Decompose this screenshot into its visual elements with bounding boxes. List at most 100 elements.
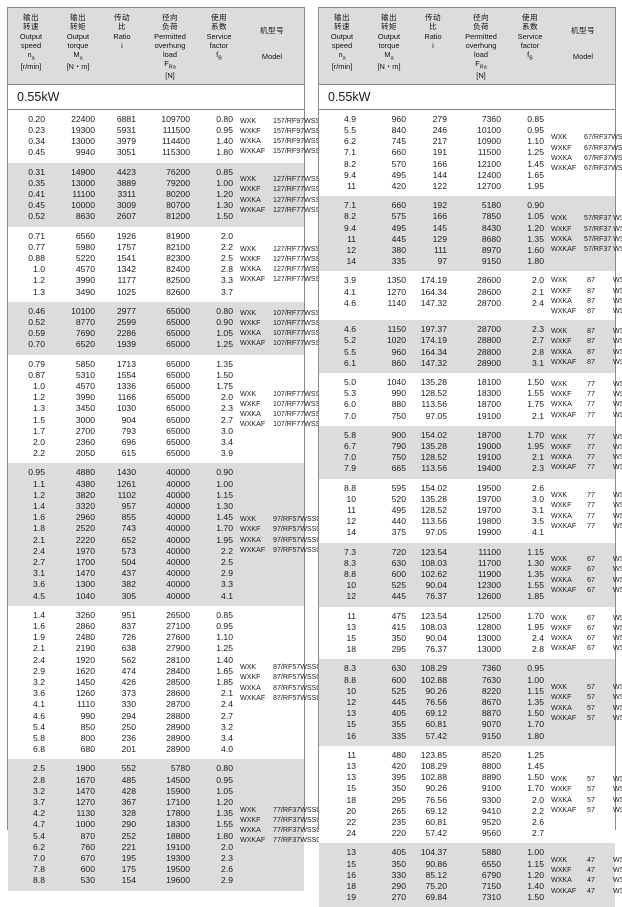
model-size: 77 bbox=[587, 511, 595, 520]
model-prefix: WXKAF bbox=[551, 244, 577, 253]
cell: 696 bbox=[121, 436, 136, 447]
cell: 660 bbox=[391, 147, 406, 158]
header-cell-service-factor: 使用 系数 Service factor fB bbox=[517, 13, 543, 62]
model-row: WXKA 107/RF77WSS0.55KW-4 bbox=[240, 409, 352, 419]
model-row: WXKA 67 WSS0.55KW-4 bbox=[551, 633, 622, 643]
cell: 147.32 bbox=[420, 297, 447, 308]
cell: 445 bbox=[391, 591, 406, 602]
model-prefix: WXKAF bbox=[551, 410, 577, 419]
model-prefix: WXKAF bbox=[551, 357, 577, 366]
cell: 1.25 bbox=[527, 749, 544, 760]
cell: 5.5 bbox=[344, 124, 356, 135]
model-column: WXK87WSS0.55KW-8WXKF87WSS0.55KW-8WXKA87W… bbox=[551, 275, 622, 316]
cell: 11 bbox=[347, 610, 356, 621]
model-row: WXK 87 WSS0.55KW-8 bbox=[551, 275, 622, 285]
model-code: 67/RF37WSS0.55KW-4 bbox=[584, 133, 622, 142]
cell: 3.7 bbox=[33, 797, 45, 808]
table-body-right: 4.9 5.5 6.2 7.1 8.2 9.4 11 960 840 745 660 570 495 42… bbox=[319, 109, 622, 907]
model-prefix: WXK bbox=[240, 175, 257, 184]
cell: 28600 bbox=[166, 688, 190, 699]
model-size: 47 bbox=[587, 866, 595, 875]
numeric-columns: 7.3 8.3 8.8 10 12 720 630 600 525 445 123.54 108.03… bbox=[319, 547, 551, 603]
column-output-torque: 660 575 495 445 380 335 bbox=[365, 200, 413, 267]
column-output-torque: 5850 5310 4570 3990 3450 3000 2700 2360 2050 bbox=[54, 359, 102, 460]
cell: 8.8 bbox=[344, 569, 356, 579]
cell: 2.2 bbox=[221, 545, 233, 556]
model-row: WXKAF 77 WSS0.55KW-4 bbox=[551, 521, 622, 531]
model-row: WXK 67 WSS0.55KW-4 bbox=[551, 613, 622, 623]
cell: 2.1 bbox=[532, 410, 544, 421]
cell: 1000 bbox=[75, 819, 95, 830]
model-row: WXK 47 WSS0.55KW-4 bbox=[551, 855, 622, 865]
model-code: 97/RF57WSS0.55KW-4 bbox=[273, 525, 348, 534]
header-cell-output-torque: 输出 转矩 Output torque Ma [N・m] bbox=[377, 13, 401, 71]
cell: 90.86 bbox=[425, 858, 447, 869]
cell: 615 bbox=[121, 448, 136, 459]
cell: 1150 bbox=[387, 324, 406, 335]
cell: 3.7 bbox=[221, 286, 233, 297]
cell: 22 bbox=[346, 817, 356, 828]
cell: 1450 bbox=[75, 677, 95, 688]
cell: 570 bbox=[391, 158, 406, 169]
model-code: 127/RF77WSS0.55KW-4 bbox=[273, 185, 352, 194]
cell: 3.1 bbox=[532, 504, 544, 515]
cell: 0.80 bbox=[216, 763, 233, 774]
spec-block: 4.6 5.2 5.5 6.1 1150 1020 960 860 197.37 174.19 16… bbox=[319, 320, 622, 373]
model-column: WXK 107/RF77WSS0.55KW-4 WXKF 107/RF77WSS0.5… bbox=[240, 359, 352, 460]
column-service-factor: 1.15 1.30 1.35 1.55 1.85 bbox=[509, 547, 551, 603]
cell: 1.35 bbox=[527, 233, 544, 244]
cell: 525 bbox=[391, 685, 406, 696]
model-row: WXKAF 67/RF37WSS0.55KW-4 bbox=[551, 163, 622, 173]
cell: 113.56 bbox=[421, 399, 447, 410]
cell: 123.54 bbox=[420, 546, 447, 557]
cell: 530 bbox=[80, 875, 95, 886]
cell: 65000 bbox=[166, 380, 190, 391]
cell: 1900 bbox=[75, 763, 95, 774]
model-prefix: WXKF bbox=[240, 126, 261, 135]
cell: 1.85 bbox=[216, 677, 233, 688]
model-code: WSS0.55KW-4 bbox=[613, 856, 622, 865]
cell: 10100 bbox=[71, 305, 95, 316]
spec-block: 3.9 4.1 4.6 1350 1270 1140 174.19 164.34 147.32 2… bbox=[319, 271, 622, 321]
header-cell-service-factor: 使用 系数 Service factor fB bbox=[206, 13, 232, 62]
column-permitted-overhung-load: 26500 27100 27600 27900 28100 28400 28500 28600… bbox=[142, 610, 198, 756]
cell: 108.29 bbox=[420, 761, 447, 772]
cell: 2.1 bbox=[532, 452, 544, 463]
model-prefix: WXKAF bbox=[551, 886, 577, 895]
cell: 6.2 bbox=[344, 136, 356, 147]
cell: 18700 bbox=[477, 399, 501, 410]
cell: 0.95 bbox=[527, 124, 544, 135]
header-cell-model: 机型号 Model bbox=[571, 26, 595, 62]
cell: 2480 bbox=[75, 632, 95, 643]
cell: 0.70 bbox=[28, 339, 45, 350]
cell: 1.80 bbox=[216, 830, 233, 841]
cell: 235 bbox=[391, 817, 406, 828]
cell: 2.0 bbox=[221, 841, 233, 852]
cell: 2.4 bbox=[221, 699, 233, 710]
column-service-factor: 1.50 1.55 1.75 2.1 bbox=[509, 377, 551, 422]
cell: 1.55 bbox=[527, 388, 544, 399]
cell: 1.00 bbox=[527, 847, 544, 858]
cell: 191 bbox=[432, 147, 447, 158]
model-prefix: WXKAF bbox=[240, 420, 266, 429]
column-permitted-overhung-load: 28700 28800 28800 28900 bbox=[453, 324, 509, 369]
cell: 750 bbox=[391, 452, 406, 463]
cell: 1020 bbox=[386, 335, 406, 346]
model-code: 107/RF77WSS0.55KW-4 bbox=[273, 318, 352, 327]
cell: 4.0 bbox=[221, 744, 233, 755]
model-code: WSS0.55KW-4 bbox=[613, 521, 622, 530]
cell: 27900 bbox=[166, 643, 190, 654]
model-code: 87/RF57WSS0.55KW-4 bbox=[273, 693, 348, 702]
model-row: WXKA 107/RF77WSS0.55KW-4 bbox=[240, 328, 352, 338]
spec-table-left: 输出 转速 Output speed na [r/min] 输出 转矩 Output torque… bbox=[7, 7, 352, 891]
model-prefix: WXKAF bbox=[240, 545, 266, 554]
column-ratio: 104.37 90.86 85.12 75.20 69.84 bbox=[413, 847, 453, 903]
cell: 2050 bbox=[75, 448, 95, 459]
cell: 1.05 bbox=[527, 211, 544, 222]
header-cell-model: 机型号 Model bbox=[260, 26, 284, 62]
column-permitted-overhung-load: 11100 11700 11900 12300 12600 bbox=[453, 547, 509, 603]
numeric-columns: 2.5 2.8 3.2 3.7 4.2 4.7 5.4 6.2 7.0 7.8 8.8 1900 167… bbox=[8, 763, 240, 886]
cell: 2.1 bbox=[532, 286, 544, 297]
cell: 2.2 bbox=[33, 448, 45, 459]
cell: 4.1 bbox=[221, 590, 233, 601]
